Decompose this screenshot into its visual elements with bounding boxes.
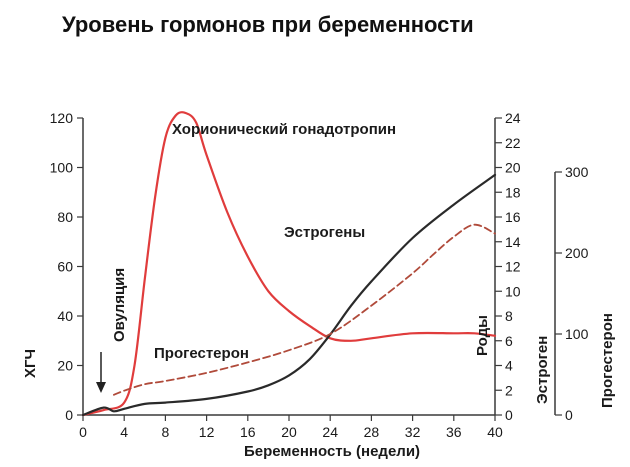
x-tick-label: 4 [120, 424, 128, 440]
right-outer-tick-label: 0 [565, 407, 573, 423]
right-inner-tick-label: 14 [505, 234, 521, 250]
birth-label: Роды [474, 315, 491, 356]
left-tick-label: 0 [65, 407, 73, 423]
x-tick-label: 40 [487, 424, 503, 440]
left-tick-label: 100 [50, 160, 74, 176]
estrogen-curve-label: Эстрогены [284, 224, 365, 241]
left-tick-label: 120 [50, 110, 74, 126]
x-tick-label: 24 [322, 424, 338, 440]
progesterone-series-line [113, 223, 496, 396]
progesterone-curve-label: Прогестерон [154, 345, 249, 362]
x-tick-label: 36 [446, 424, 462, 440]
right-inner-tick-label: 12 [505, 259, 521, 275]
annotation-layer: Хорионический гонадотропин Эстрогены Про… [22, 121, 616, 460]
right-outer-axis-title: Прогестерон [599, 313, 616, 408]
right-inner-tick-label: 22 [505, 135, 521, 151]
x-tick-label: 8 [162, 424, 170, 440]
left-tick-label: 40 [57, 308, 73, 324]
left-tick-label: 20 [57, 358, 73, 374]
right-inner-tick-label: 10 [505, 283, 521, 299]
x-tick-label: 32 [405, 424, 421, 440]
right-inner-tick-label: 18 [505, 184, 521, 200]
right-inner-tick-label: 4 [505, 358, 513, 374]
hcg-curve-label: Хорионический гонадотропин [172, 121, 396, 138]
right-inner-tick-label: 8 [505, 308, 513, 324]
left-tick-label: 60 [57, 259, 73, 275]
right-outer-tick-label: 200 [565, 245, 589, 261]
right-outer-tick-label: 300 [565, 164, 589, 180]
x-tick-label: 12 [199, 424, 215, 440]
x-tick-label: 0 [79, 424, 87, 440]
x-tick-label: 28 [364, 424, 380, 440]
page-title: Уровень гормонов при беременности [62, 12, 474, 37]
right-inner-axis-title: Эстроген [534, 336, 551, 404]
right-inner-tick-label: 6 [505, 333, 513, 349]
left-tick-label: 80 [57, 209, 73, 225]
right-outer-tick-label: 100 [565, 326, 589, 342]
x-axis-title: Беременность (недели) [244, 443, 420, 460]
right-inner-tick-label: 24 [505, 110, 521, 126]
left-axis-title: ХГЧ [22, 349, 39, 378]
ovulation-label: Овуляция [111, 268, 128, 342]
ovulation-arrow-head [96, 382, 106, 393]
right-inner-tick-label: 20 [505, 160, 521, 176]
axes-layer: 0 4 8 12 16 20 24 28 32 36 40020406080100120024681… [50, 110, 589, 440]
right-inner-tick-label: 0 [505, 407, 513, 423]
series-layer [81, 111, 497, 417]
estrogen-series-line [81, 173, 497, 417]
x-tick-label: 16 [240, 424, 256, 440]
hcg-series-line [81, 111, 497, 417]
right-inner-tick-label: 2 [505, 382, 513, 398]
x-tick-label: 20 [281, 424, 297, 440]
right-inner-tick-label: 16 [505, 209, 521, 225]
